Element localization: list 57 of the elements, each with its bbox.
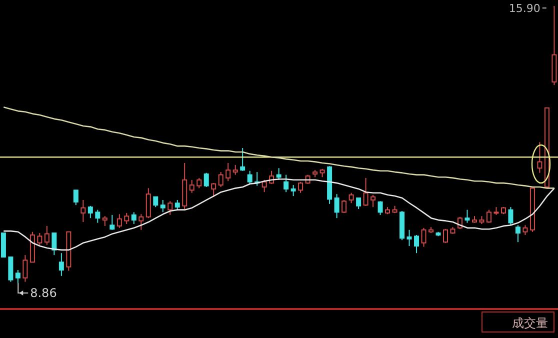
candlestick [58, 252, 64, 276]
candlestick [334, 194, 340, 219]
candlestick [168, 200, 173, 216]
candlestick [508, 206, 514, 226]
candlestick [116, 214, 122, 228]
candlestick [52, 232, 57, 256]
candlestick [138, 214, 144, 230]
candlestick [0, 232, 6, 258]
candlestick [247, 170, 252, 184]
candlestick [37, 232, 42, 246]
candlestick [110, 214, 115, 230]
candlestick [348, 192, 354, 204]
candlestick [232, 164, 238, 176]
candlestick [298, 181, 304, 194]
candlestick [124, 212, 130, 224]
candlestick [276, 168, 282, 180]
candlestick [421, 227, 426, 248]
candlestick [537, 142, 542, 174]
candlestick [522, 224, 528, 236]
candlestick [370, 194, 376, 208]
annotation: 15.90 [508, 2, 540, 15]
candlestick [356, 198, 362, 210]
candlestick [284, 174, 289, 193]
candlestick [218, 172, 224, 188]
candlestick [102, 216, 108, 226]
candlestick [189, 179, 194, 194]
candlestick [153, 196, 158, 208]
candlestick [44, 225, 50, 246]
candlestick [414, 234, 420, 254]
candlestick [226, 162, 231, 182]
candlestick [8, 256, 14, 282]
candlestick [73, 190, 78, 206]
candlestick [131, 212, 136, 224]
candlestick [443, 228, 448, 244]
candlestick [95, 209, 100, 224]
candlestick [262, 179, 267, 193]
candlestick [464, 209, 470, 224]
candlestick [290, 184, 296, 197]
candlestick [240, 148, 246, 172]
candlestick [342, 199, 347, 214]
candlestick [15, 270, 20, 283]
candlestick [204, 172, 209, 188]
candlestick [80, 199, 86, 223]
candlestick [378, 200, 383, 216]
candlestick [211, 182, 216, 198]
candlestick [406, 229, 412, 247]
candlestick [174, 199, 180, 210]
candlestick [88, 205, 93, 219]
candlestick [146, 188, 151, 219]
candlestick [515, 224, 520, 243]
candlestick [160, 199, 166, 213]
text: 8.86 [30, 286, 57, 300]
candlestick [486, 209, 492, 224]
candlestick [22, 254, 28, 282]
candlestick [196, 177, 202, 189]
candlestick [363, 177, 368, 206]
text: 成交量 [512, 316, 548, 330]
